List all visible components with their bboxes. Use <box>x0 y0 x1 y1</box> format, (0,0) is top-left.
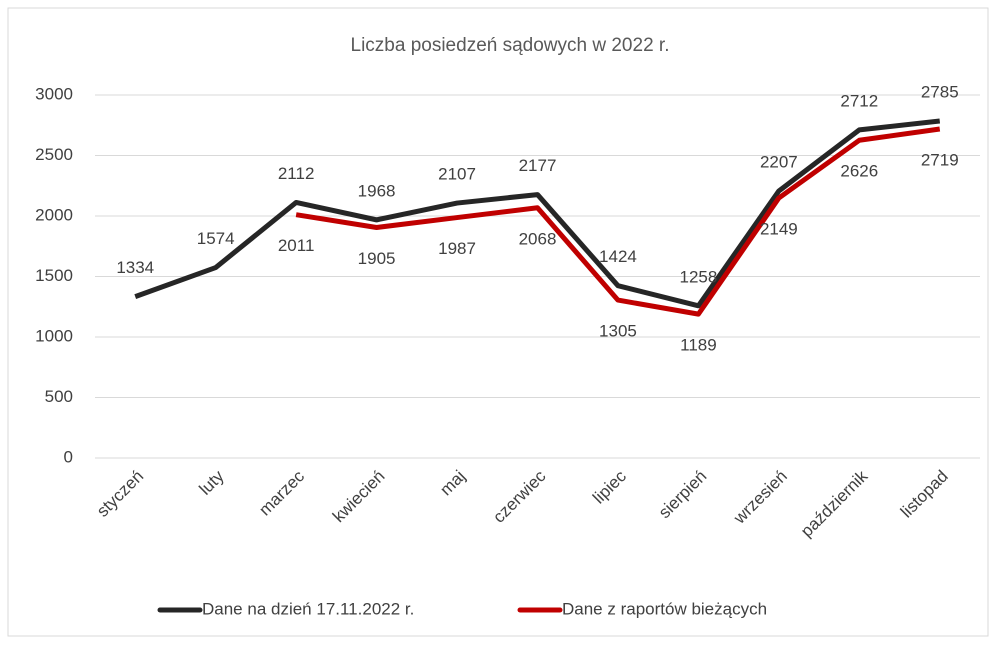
data-label: 1968 <box>358 181 396 200</box>
data-label: 1334 <box>116 258 154 277</box>
y-tick-label: 2500 <box>35 145 73 164</box>
data-label: 2011 <box>278 236 315 255</box>
data-label: 1987 <box>438 239 476 258</box>
data-label: 1574 <box>197 229 235 248</box>
data-label: 1305 <box>599 322 637 341</box>
data-label: 2107 <box>438 165 476 184</box>
data-label: 1258 <box>679 267 717 286</box>
series-line <box>295 126 941 317</box>
chart-border <box>7 7 989 637</box>
data-label: 1189 <box>680 336 717 355</box>
y-tick-label: 1000 <box>35 326 73 345</box>
y-tick-label: 500 <box>45 387 73 406</box>
data-label: 2149 <box>760 219 798 238</box>
data-label: 2719 <box>921 150 959 169</box>
data-label: 2712 <box>840 91 878 110</box>
legend-label: Dane z raportów bieżących <box>562 599 767 618</box>
series-line <box>134 118 941 309</box>
data-label: 2112 <box>278 164 315 183</box>
data-label: 1905 <box>358 249 396 268</box>
y-tick-label: 0 <box>64 447 73 466</box>
data-label: 2785 <box>921 82 959 101</box>
data-label: 2207 <box>760 152 798 171</box>
y-tick-label: 3000 <box>35 84 73 103</box>
data-label: 2626 <box>840 162 878 181</box>
data-label: 2177 <box>519 156 557 175</box>
legend-label: Dane na dzień 17.11.2022 r. <box>202 599 414 618</box>
y-tick-label: 2000 <box>35 205 73 224</box>
y-tick-label: 1500 <box>35 266 73 285</box>
data-label: 2068 <box>519 229 557 248</box>
chart-title: Liczba posiedzeń sądowych w 2022 r. <box>351 35 670 56</box>
data-label: 1424 <box>599 247 637 266</box>
